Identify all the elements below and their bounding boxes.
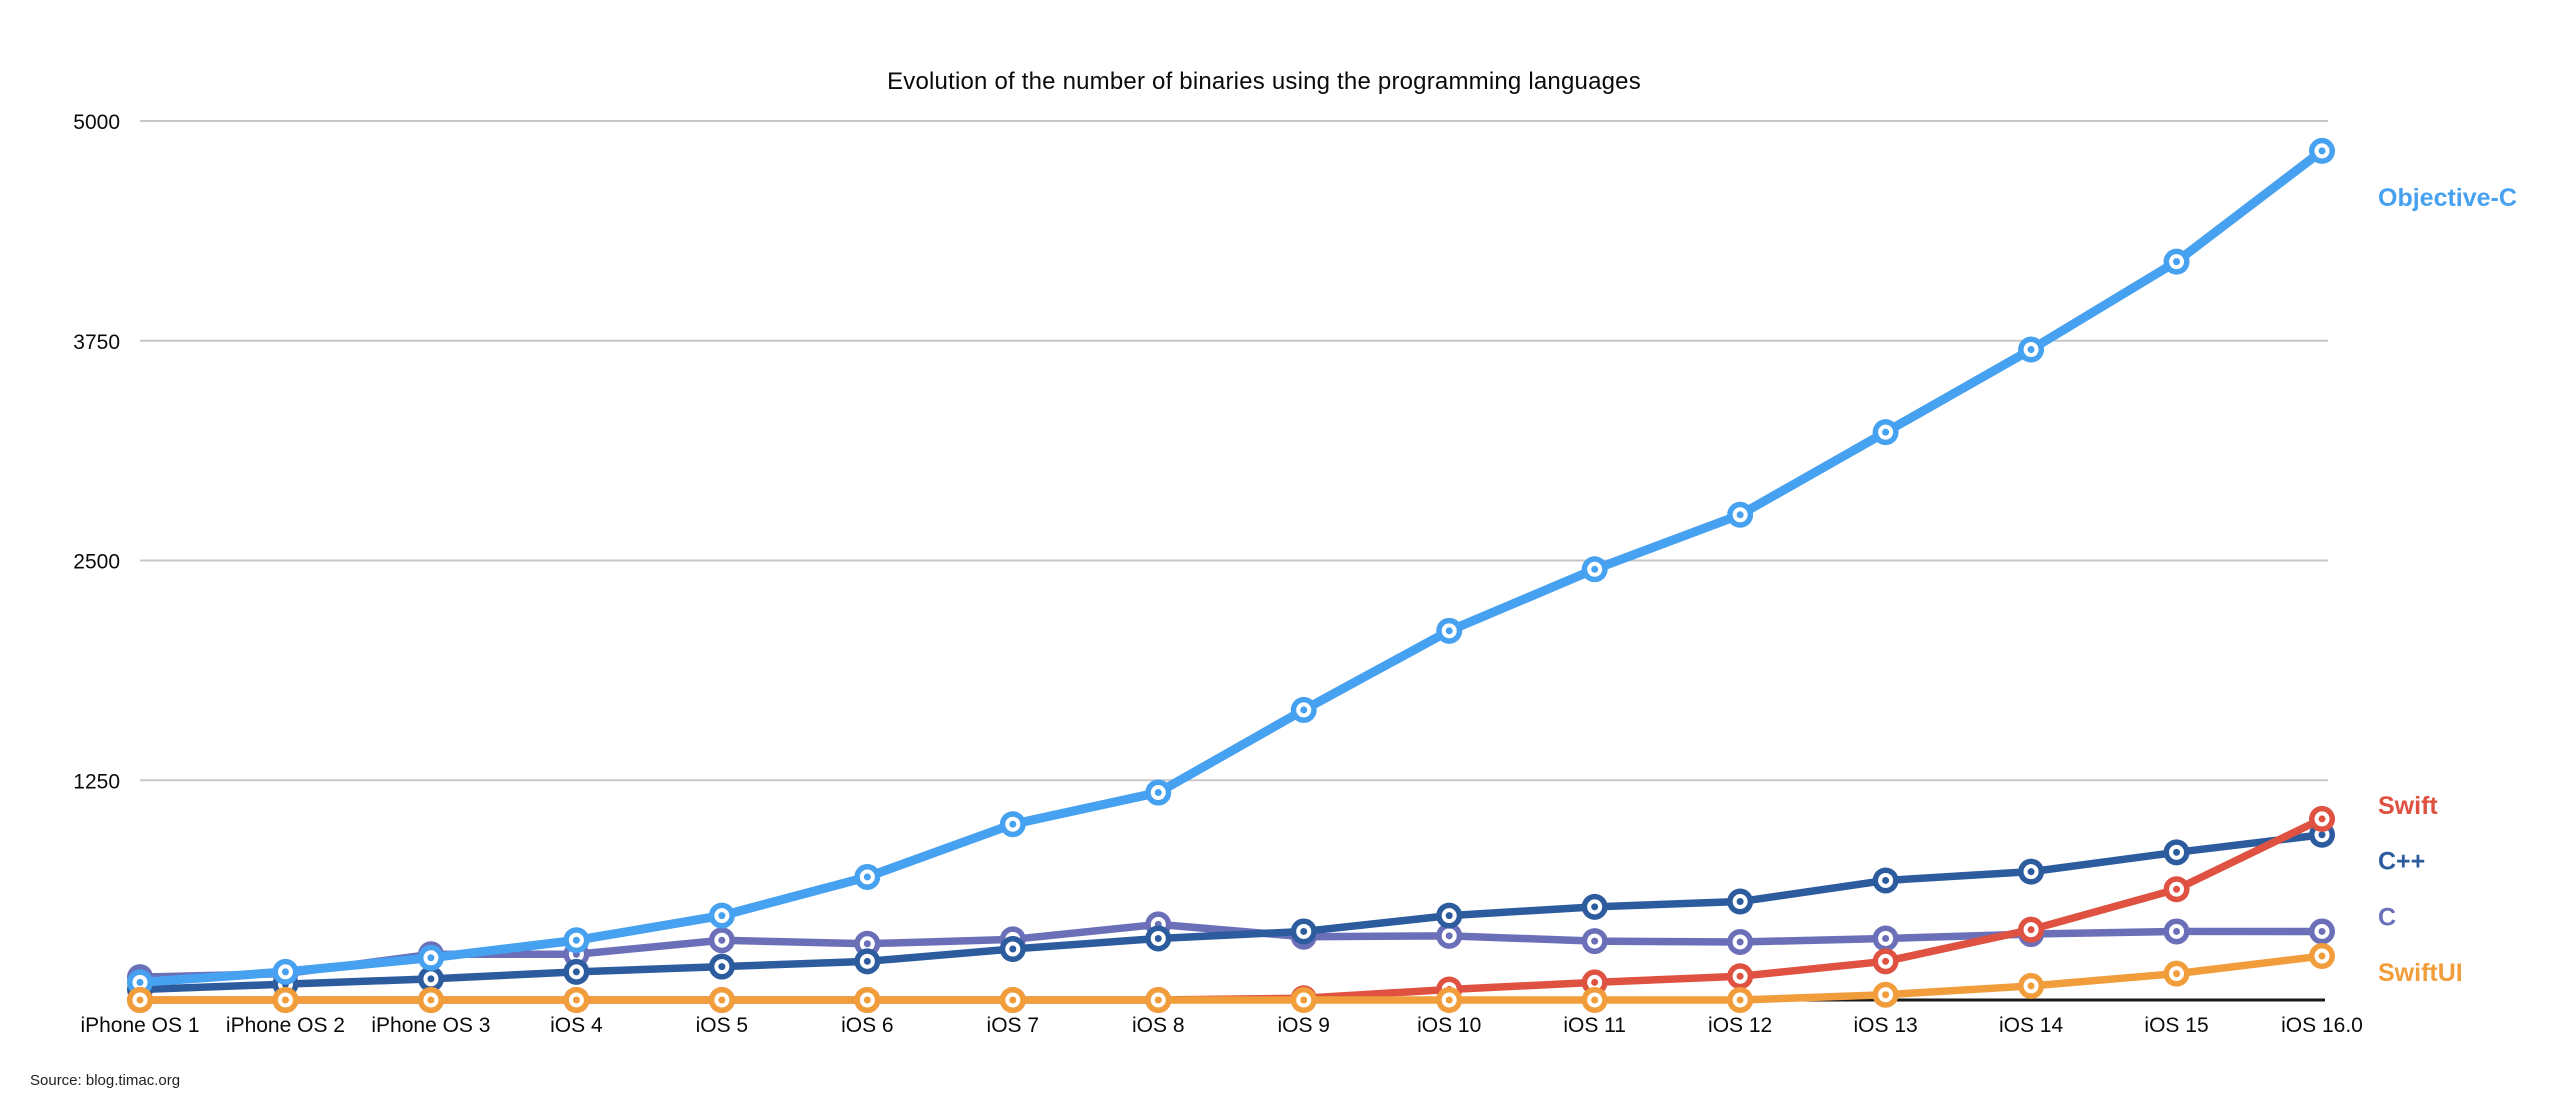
source-note: Source: blog.timac.org — [30, 1072, 181, 1089]
series-label: Objective-C — [2378, 184, 2517, 212]
data-point — [999, 936, 1026, 963]
x-tick-label: iOS 6 — [841, 1014, 894, 1037]
x-tick-label: iOS 10 — [1417, 1014, 1481, 1037]
x-tick-label: iOS 14 — [1999, 1014, 2064, 1037]
y-tick-label: 1250 — [73, 770, 120, 793]
data-point — [1436, 922, 1463, 949]
series-line — [140, 952, 2323, 1004]
data-point — [1727, 987, 1754, 1013]
data-point — [563, 958, 590, 985]
x-tick-label: iPhone OS 1 — [80, 1014, 199, 1037]
x-tick-label: iOS 16.0 — [2281, 1014, 2363, 1037]
data-point — [563, 927, 590, 954]
data-point — [2309, 137, 2335, 164]
data-point — [854, 863, 881, 890]
data-point — [2018, 972, 2045, 999]
series-objective-c — [127, 137, 2335, 996]
chart-title: Evolution of the number of binaries usin… — [887, 68, 1641, 95]
data-point — [2163, 960, 2190, 987]
x-tick-label: iOS 12 — [1708, 1014, 1772, 1037]
data-point — [1290, 918, 1317, 945]
data-point — [2309, 918, 2335, 945]
data-point — [1581, 987, 1608, 1013]
data-point — [1727, 963, 1754, 990]
data-point — [1581, 893, 1608, 920]
x-tick-label: iOS 11 — [1563, 1014, 1626, 1037]
data-point — [1581, 556, 1608, 583]
data-point — [708, 902, 735, 929]
data-point — [1727, 501, 1754, 528]
series-label: Swift — [2378, 792, 2438, 820]
data-point — [1290, 696, 1317, 723]
series-label: C — [2378, 903, 2396, 931]
data-point — [999, 987, 1026, 1013]
x-tick-label: iOS 4 — [550, 1014, 603, 1037]
x-tick-label: iOS 9 — [1277, 1014, 1330, 1037]
series-line — [139, 147, 2325, 987]
series-line — [139, 920, 2322, 981]
x-tick-label: iOS 8 — [1132, 1014, 1185, 1037]
series-line — [140, 815, 2324, 1004]
x-tick-label: iOS 15 — [2144, 1014, 2208, 1037]
x-tick-label: iPhone OS 3 — [371, 1014, 490, 1037]
data-point — [1145, 779, 1172, 806]
data-point — [999, 811, 1026, 838]
x-tick-label: iOS 5 — [696, 1014, 749, 1037]
data-point — [417, 987, 444, 1013]
data-point — [2163, 839, 2190, 866]
data-point — [708, 927, 735, 954]
x-tick-label: iPhone OS 2 — [226, 1014, 345, 1037]
data-point — [417, 965, 444, 992]
y-tick-label: 5000 — [73, 111, 120, 134]
data-point — [2018, 858, 2045, 885]
data-point — [1727, 928, 1754, 955]
data-point — [1872, 867, 1899, 894]
y-tick-label: 3750 — [73, 331, 120, 354]
series-line — [139, 831, 2323, 994]
series-swiftui — [127, 943, 2335, 1013]
data-point — [1145, 987, 1172, 1013]
data-point — [1290, 987, 1317, 1013]
data-point — [854, 987, 881, 1013]
data-point — [272, 958, 299, 985]
data-point — [2163, 248, 2190, 275]
data-point — [2018, 916, 2045, 943]
series-c- — [127, 821, 2335, 1003]
data-point — [1727, 888, 1754, 915]
data-point — [1436, 902, 1463, 929]
data-point — [1145, 925, 1172, 952]
series-label: C++ — [2378, 848, 2425, 876]
data-point — [2163, 876, 2190, 903]
data-point — [417, 944, 444, 971]
data-point — [1436, 987, 1463, 1013]
data-point — [2163, 918, 2190, 945]
data-point — [708, 987, 735, 1013]
data-point — [1436, 617, 1463, 644]
data-point — [2018, 336, 2045, 363]
data-point — [272, 987, 299, 1013]
data-point — [2309, 805, 2335, 832]
y-tick-label: 2500 — [73, 551, 120, 574]
data-point — [563, 987, 590, 1013]
data-point — [1872, 925, 1899, 952]
x-tick-label: iOS 13 — [1853, 1014, 1917, 1037]
x-tick-label: iOS 7 — [987, 1014, 1040, 1037]
data-point — [1872, 948, 1899, 975]
data-point — [854, 948, 881, 975]
data-point — [1872, 981, 1899, 1008]
data-point — [1581, 928, 1608, 955]
data-point — [2309, 943, 2335, 970]
data-point — [127, 987, 153, 1013]
series-swift — [127, 805, 2335, 1013]
series-label: SwiftUI — [2378, 959, 2463, 987]
data-point — [1872, 419, 1899, 446]
data-point — [708, 953, 735, 980]
